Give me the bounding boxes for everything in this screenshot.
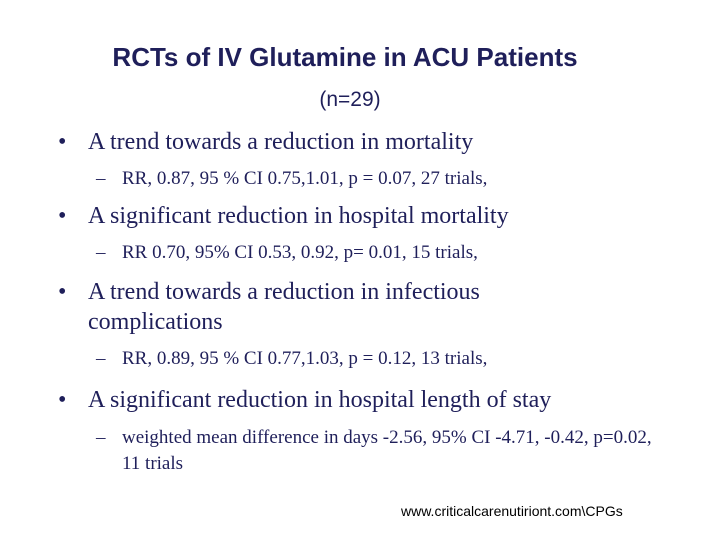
- bullet-icon: •: [58, 279, 67, 305]
- bullet-icon: •: [58, 129, 67, 155]
- source-url[interactable]: www.criticalcarenutiriont.com\CPGs: [401, 503, 623, 519]
- dash-icon: –: [96, 168, 106, 189]
- sub-bullet-item: – RR, 0.87, 95 % CI 0.75,1.01, p = 0.07,…: [96, 166, 676, 192]
- sub-bullet-text: RR, 0.89, 95 % CI 0.77,1.03, p = 0.12, 1…: [122, 348, 488, 369]
- sub-bullet-text: RR, 0.87, 95 % CI 0.75,1.01, p = 0.07, 2…: [122, 168, 488, 189]
- bullet-text: A significant reduction in hospital mort…: [88, 203, 509, 229]
- bullet-item: • A trend towards a reduction in mortali…: [58, 127, 698, 157]
- bullet-item: • A significant reduction in hospital le…: [58, 385, 698, 415]
- sub-bullet-text: RR 0.70, 95% CI 0.53, 0.92, p= 0.01, 15 …: [122, 242, 478, 263]
- dash-icon: –: [96, 427, 106, 448]
- dash-icon: –: [96, 242, 106, 263]
- bullet-text: A significant reduction in hospital leng…: [88, 387, 552, 413]
- sub-bullet-item: – weighted mean difference in days -2.56…: [96, 425, 656, 477]
- bullet-item: • A trend towards a reduction in infecti…: [58, 277, 578, 337]
- slide-title: RCTs of IV Glutamine in ACU Patients: [112, 42, 578, 72]
- dash-icon: –: [96, 348, 106, 369]
- sub-bullet-item: – RR 0.70, 95% CI 0.53, 0.92, p= 0.01, 1…: [96, 240, 676, 266]
- sub-bullet-text: weighted mean difference in days -2.56, …: [122, 427, 652, 474]
- bullet-icon: •: [58, 387, 67, 413]
- slide-subtitle: (n=29): [319, 88, 381, 111]
- sub-bullet-item: – RR, 0.89, 95 % CI 0.77,1.03, p = 0.12,…: [96, 346, 676, 372]
- bullet-text: A trend towards a reduction in infectiou…: [88, 279, 480, 335]
- bullet-item: • A significant reduction in hospital mo…: [58, 201, 698, 231]
- bullet-text: A trend towards a reduction in mortality: [88, 129, 474, 155]
- bullet-icon: •: [58, 203, 67, 229]
